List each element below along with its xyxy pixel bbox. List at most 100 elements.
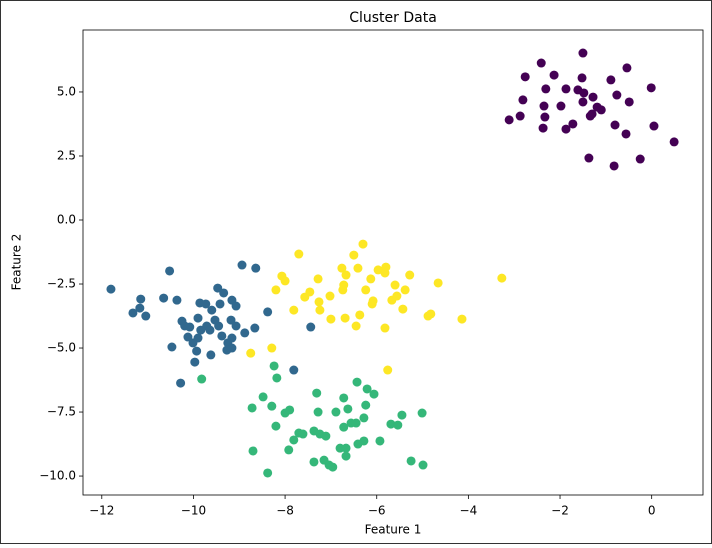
point [141, 311, 151, 321]
point [375, 436, 385, 446]
y-tick-label: 2.5 [57, 148, 76, 162]
point [352, 377, 362, 387]
point [312, 388, 322, 398]
x-tick-label: 0 [648, 504, 656, 518]
point [309, 457, 319, 467]
point [397, 410, 407, 420]
point [349, 250, 359, 260]
y-axis-label: Feature 2 [10, 234, 24, 291]
point [392, 291, 402, 301]
point [588, 92, 598, 102]
point [289, 365, 299, 375]
point [351, 321, 361, 331]
point [196, 325, 206, 335]
point [351, 418, 361, 428]
point [306, 322, 316, 332]
point [393, 420, 403, 430]
point [136, 294, 146, 304]
point [231, 321, 241, 331]
point [609, 161, 619, 171]
point [497, 273, 507, 283]
point [185, 322, 195, 332]
point [201, 299, 211, 309]
point [367, 299, 377, 309]
point [313, 407, 323, 417]
point [271, 421, 281, 431]
point [622, 63, 632, 73]
point [373, 265, 383, 275]
point [359, 436, 369, 446]
point [669, 137, 679, 147]
point [518, 95, 528, 105]
point [267, 401, 277, 411]
point [315, 305, 325, 315]
point [219, 288, 229, 298]
point [222, 345, 232, 355]
point [343, 404, 353, 414]
point [280, 276, 290, 286]
point [205, 325, 215, 335]
point [457, 314, 467, 324]
point [214, 321, 224, 331]
point [540, 112, 550, 122]
point [165, 266, 175, 276]
point [561, 84, 571, 94]
point [400, 285, 410, 295]
point [271, 285, 281, 295]
point [361, 400, 371, 410]
point [250, 323, 260, 333]
point [192, 346, 202, 356]
point [314, 297, 324, 307]
point [321, 431, 331, 441]
point [213, 283, 223, 293]
point [128, 308, 138, 318]
point [584, 153, 594, 163]
point [341, 451, 351, 461]
point [172, 295, 182, 305]
point [326, 314, 336, 324]
point [207, 305, 217, 315]
y-tick-label: −7.5 [47, 405, 76, 419]
point [226, 315, 236, 325]
point [577, 73, 587, 83]
point [621, 129, 631, 139]
point [331, 407, 341, 417]
point [193, 313, 203, 323]
point [380, 323, 390, 333]
point [267, 343, 277, 353]
point [398, 304, 408, 314]
point [183, 332, 193, 342]
point [106, 284, 116, 294]
point [247, 403, 257, 413]
x-tick-label: −6 [368, 504, 386, 518]
point [339, 393, 349, 403]
point [240, 328, 250, 338]
point [269, 361, 279, 371]
point [635, 154, 645, 164]
point [649, 121, 659, 131]
point [361, 285, 371, 295]
point [328, 462, 338, 472]
point [206, 350, 216, 360]
point [383, 365, 393, 375]
point [197, 374, 207, 384]
plot-frame [82, 29, 704, 496]
point [568, 119, 578, 129]
point [504, 115, 514, 125]
x-tick-label: −8 [276, 504, 294, 518]
point [539, 101, 549, 111]
chart-title: Cluster Data [349, 10, 437, 26]
point [272, 373, 282, 383]
point [263, 307, 273, 317]
point [305, 287, 315, 297]
point [549, 70, 559, 80]
point [263, 468, 273, 478]
point [369, 389, 379, 399]
point [337, 263, 347, 273]
x-axis-label: Feature 1 [365, 523, 422, 537]
point [418, 460, 428, 470]
point [538, 123, 548, 133]
y-tick-label: 0.0 [57, 212, 76, 226]
point [251, 263, 261, 273]
point [380, 268, 390, 278]
